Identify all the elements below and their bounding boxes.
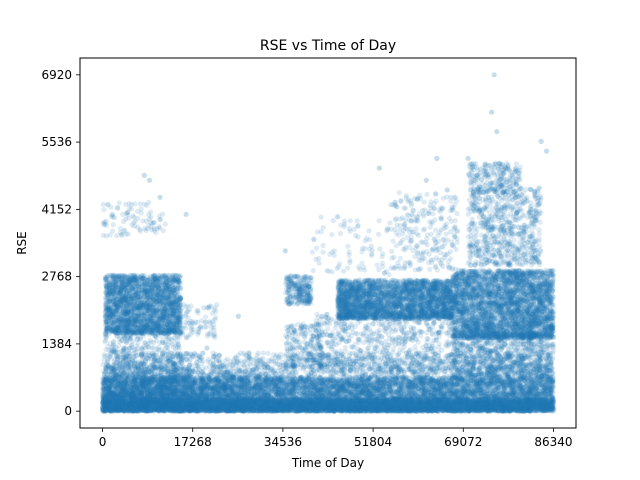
- chart-title: RSE vs Time of Day: [260, 38, 396, 54]
